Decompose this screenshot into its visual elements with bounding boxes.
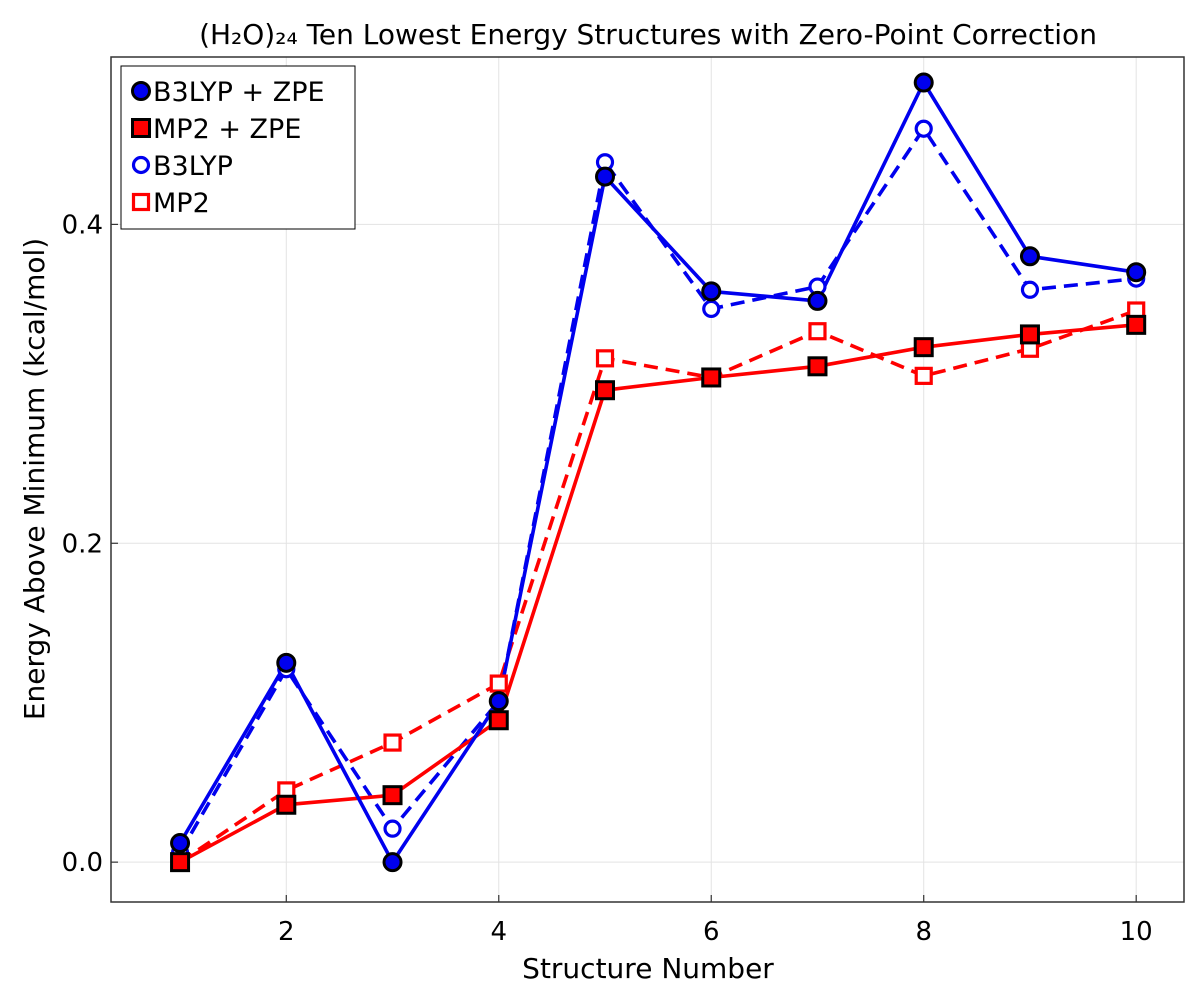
x-tick-label: 2 <box>278 917 295 947</box>
data-point-b3lyp <box>914 119 933 138</box>
data-point-b3lyp-zpe <box>701 281 722 302</box>
x-tick-label: 6 <box>703 917 720 947</box>
data-point-mp2-zpe <box>276 794 297 815</box>
data-point-b3lyp <box>1020 280 1040 299</box>
data-point-b3lyp-zpe <box>807 290 828 311</box>
data-point-b3lyp-zpe <box>488 691 509 712</box>
plot-frame <box>110 56 1185 903</box>
data-point-mp2 <box>914 366 933 385</box>
data-point-mp2 <box>595 349 615 368</box>
y-tick-label: 0.4 <box>62 210 103 240</box>
y-tick-label: 0.0 <box>62 848 103 878</box>
y-tick-label: 0.2 <box>62 529 103 559</box>
legend: B3LYP + ZPE MP2 + ZPE B3LYP MP2 <box>120 65 356 230</box>
data-point-mp2-zpe <box>488 710 509 731</box>
series-line-b3lyp-zpe <box>178 80 1137 864</box>
legend-label-b3lyp-zpe: B3LYP + ZPE <box>153 77 325 108</box>
data-point-b3lyp <box>383 819 402 838</box>
data-point-mp2-zpe <box>382 785 403 806</box>
data-point-b3lyp-zpe <box>595 166 616 187</box>
chart-title: (H₂O)₂₄ Ten Lowest Energy Structures wit… <box>199 18 1097 51</box>
data-point-mp2 <box>489 674 508 693</box>
data-point-mp2-zpe <box>701 367 722 388</box>
x-tick-label: 8 <box>915 917 932 947</box>
x-axis-label: Structure Number <box>522 952 774 985</box>
legend-label-mp2-zpe: MP2 + ZPE <box>153 114 301 145</box>
data-point-mp2 <box>808 322 827 341</box>
legend-marker-b3lyp-zpe <box>131 81 151 101</box>
data-point-mp2-zpe <box>913 337 934 358</box>
series-points <box>170 72 1147 873</box>
data-point-mp2-zpe <box>1019 324 1040 345</box>
data-point-b3lyp-zpe <box>382 852 403 873</box>
legend-box <box>120 65 356 230</box>
y-axis-ticks: 0.0 0.2 0.4 <box>62 210 118 878</box>
x-axis-ticks: 2 4 6 8 10 <box>278 895 1153 947</box>
data-point-mp2-zpe <box>1126 314 1147 335</box>
x-tick-label: 10 <box>1120 917 1153 947</box>
data-point-b3lyp-zpe <box>913 72 934 93</box>
legend-label-b3lyp: B3LYP <box>153 151 233 182</box>
data-point-b3lyp-zpe <box>1126 262 1147 283</box>
series-lines <box>178 80 1137 864</box>
legend-label-mp2: MP2 <box>153 188 210 219</box>
data-point-mp2-zpe <box>170 852 191 873</box>
x-tick-label: 4 <box>490 917 507 947</box>
data-point-mp2-zpe <box>807 356 828 377</box>
series-line-b3lyp <box>178 126 1137 854</box>
data-point-mp2-zpe <box>595 380 616 401</box>
series-line-mp2-zpe <box>179 323 1137 864</box>
legend-marker-mp2 <box>131 192 151 212</box>
data-point-b3lyp-zpe <box>170 833 191 854</box>
series-line-mp2 <box>179 308 1137 864</box>
data-point-b3lyp <box>702 299 721 319</box>
data-point-b3lyp-zpe <box>1019 246 1040 267</box>
data-point-mp2 <box>383 733 402 752</box>
y-axis-label: Energy Above Minimum (kcal/mol) <box>18 238 51 720</box>
legend-marker-b3lyp <box>131 155 151 175</box>
data-point-b3lyp-zpe <box>276 652 297 673</box>
legend-marker-mp2-zpe <box>131 118 151 138</box>
